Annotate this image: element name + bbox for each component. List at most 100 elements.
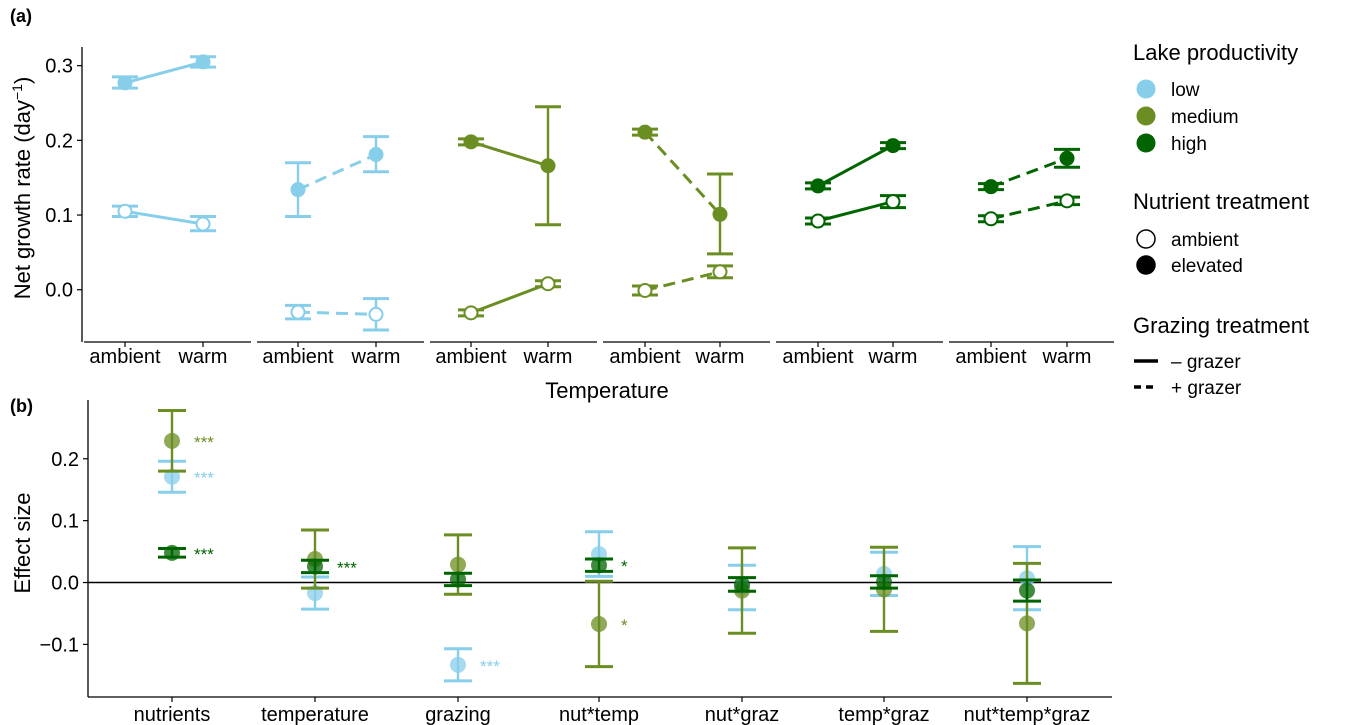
data-point-elevated xyxy=(712,206,728,222)
data-point-ambient xyxy=(368,306,384,322)
panel-b-xtick-label: nutrients xyxy=(134,704,211,725)
panel-a-ytick-label: 0.1 xyxy=(45,205,73,227)
panel-b-ytick-label: −0.1 xyxy=(40,634,79,656)
facet-xtick-label: warm xyxy=(695,346,745,368)
significance-marker: *** xyxy=(480,657,500,676)
data-point-elevated xyxy=(1059,150,1075,166)
panel-a-ytick-label: 0.0 xyxy=(45,280,73,302)
data-point-ambient xyxy=(637,282,653,298)
effect-point xyxy=(164,468,180,485)
data-point-ambient xyxy=(117,203,133,219)
legend-swatch-nutrient-1 xyxy=(1136,255,1156,275)
panel-a-label: (a) xyxy=(10,6,32,26)
legend-nutrient-title: Nutrient treatment xyxy=(1133,189,1309,214)
effect-point xyxy=(450,556,466,573)
panel-b: 0.2 0.1 0.0 −0.1 nutrients temperature grazing… xyxy=(40,400,1112,725)
data-point-ambient xyxy=(290,304,306,320)
legend-item-medium: medium xyxy=(1171,107,1239,128)
significance-marker: *** xyxy=(337,558,357,577)
data-point-elevated xyxy=(195,54,211,70)
facet-medium-no-grazer: ambient warm xyxy=(430,105,597,368)
facet-low-with-grazer: ambient warm xyxy=(257,135,424,368)
effect-point xyxy=(307,558,323,575)
legend-swatch-high xyxy=(1136,133,1156,153)
panel-b-ylabel: Effect size xyxy=(10,492,35,593)
data-point-elevated xyxy=(983,179,999,195)
panel-b-ytick-label: 0.0 xyxy=(51,573,79,595)
significance-marker: *** xyxy=(194,469,214,488)
effect-point xyxy=(876,573,892,590)
legend-swatch-nutrient-0 xyxy=(1136,229,1156,249)
panel-b-xtick-label: nut*temp xyxy=(559,704,639,725)
panel-b-xtick-label: grazing xyxy=(425,704,491,725)
panel-a-ylabel: Net growth rate (day−1) xyxy=(9,77,35,300)
panel-a: 0.3 0.2 0.1 0.0 ambient warm ambient warm ambien… xyxy=(45,47,1114,368)
panel-b-label: (b) xyxy=(10,396,33,416)
legend-nutrient-item: elevated xyxy=(1171,256,1243,277)
data-point-ambient xyxy=(1059,193,1075,209)
series-line-elevated xyxy=(124,60,204,85)
series-line-ambient xyxy=(297,310,377,316)
data-point-elevated xyxy=(540,158,556,174)
significance-marker: *** xyxy=(194,433,214,452)
data-point-elevated xyxy=(463,134,479,150)
effect-point xyxy=(1019,582,1035,599)
significance-marker: * xyxy=(621,557,628,576)
facet-xtick-label: warm xyxy=(178,346,228,368)
series-line-elevated xyxy=(990,156,1068,189)
facet-medium-with-grazer: ambient warm xyxy=(603,124,770,368)
data-point-elevated xyxy=(290,182,306,198)
legend-nutrient-item: ambient xyxy=(1171,230,1239,251)
series-line-ambient xyxy=(470,282,549,315)
data-point-elevated xyxy=(810,178,826,194)
facet-high-no-grazer: ambient warm xyxy=(776,138,943,368)
facet-xtick-label: warm xyxy=(523,346,573,368)
series-line-ambient xyxy=(644,270,721,292)
data-point-ambient xyxy=(810,213,826,229)
effect-point xyxy=(591,615,607,632)
data-point-elevated xyxy=(117,75,133,91)
facet-xtick-label: ambient xyxy=(89,346,161,368)
facet-xtick-label: ambient xyxy=(955,346,1027,368)
panel-a-xlabel: Temperature xyxy=(545,378,669,403)
panel-a-ytick-label: 0.2 xyxy=(45,130,73,152)
panel-b-xtick-label: nut*graz xyxy=(705,704,780,725)
legend-item-low: low xyxy=(1171,80,1200,101)
legend-productivity-title: Lake productivity xyxy=(1133,40,1298,65)
facet-xtick-label: ambient xyxy=(609,346,681,368)
data-point-ambient xyxy=(983,211,999,227)
data-point-ambient xyxy=(195,216,211,232)
legend-grazing-title: Grazing treatment xyxy=(1133,313,1309,338)
facet-xtick-label: ambient xyxy=(435,346,507,368)
legend-item-high: high xyxy=(1171,134,1207,155)
panel-b-ytick-label: 0.1 xyxy=(51,511,79,533)
effect-point xyxy=(164,544,180,561)
data-point-ambient xyxy=(463,305,479,321)
panel-b-xtick-label: temp*graz xyxy=(838,704,929,725)
legend-swatch-low xyxy=(1136,79,1156,99)
data-point-elevated xyxy=(637,124,653,140)
series-line-elevated xyxy=(297,153,377,192)
facet-xtick-label: warm xyxy=(1042,346,1092,368)
facet-xtick-label: warm xyxy=(868,346,918,368)
series-line-ambient xyxy=(124,209,204,226)
data-point-elevated xyxy=(885,138,901,154)
significance-marker: * xyxy=(621,616,628,635)
data-point-elevated xyxy=(368,147,384,163)
facet-xtick-label: ambient xyxy=(262,346,334,368)
effect-point xyxy=(450,571,466,588)
panel-b-ytick-label: 0.2 xyxy=(51,449,79,471)
effect-point xyxy=(450,656,466,673)
panel-b-xtick-label: nut*temp*graz xyxy=(964,704,1091,725)
series-line-elevated xyxy=(817,144,894,188)
facet-low-no-grazer: ambient warm xyxy=(84,54,251,368)
legend-grazing-item: – grazer xyxy=(1171,352,1241,373)
data-point-ambient xyxy=(885,194,901,210)
data-point-ambient xyxy=(540,276,556,292)
effect-point xyxy=(1019,615,1035,632)
legend: Lake productivity low medium high Nutrient t… xyxy=(1133,40,1309,399)
effect-point xyxy=(164,432,180,449)
panel-a-ytick-label: 0.3 xyxy=(45,56,73,78)
facet-high-with-grazer: ambient warm xyxy=(949,147,1114,368)
